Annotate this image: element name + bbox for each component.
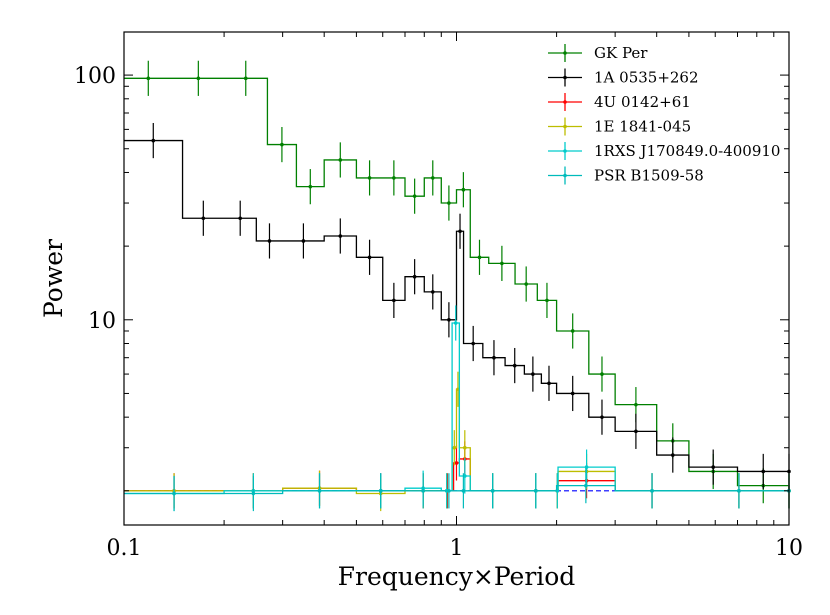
data-point [461, 187, 466, 192]
data-point [600, 372, 604, 376]
data-point [338, 158, 343, 162]
data-point [570, 329, 575, 333]
x-axis-title: Frequency×Period [338, 562, 576, 591]
data-point [392, 176, 396, 180]
data-point [430, 290, 435, 294]
data-point [421, 489, 425, 493]
data-point [711, 465, 716, 469]
data-point [201, 216, 206, 221]
data-point [267, 239, 272, 243]
y-tick-label: 10 [88, 309, 116, 334]
data-point [301, 239, 306, 243]
data-point [545, 298, 549, 303]
data-point [447, 489, 451, 493]
data-point [378, 489, 383, 493]
data-point [392, 298, 396, 303]
data-point [584, 483, 588, 488]
data-point [280, 142, 284, 147]
data-point [477, 255, 482, 260]
data-point [146, 76, 151, 81]
data-point [547, 381, 551, 386]
data-point [650, 489, 654, 493]
data-point [634, 402, 638, 407]
data-point [492, 355, 496, 360]
data-point [367, 176, 372, 180]
data-point [600, 415, 604, 419]
legend-swatch-marker [563, 124, 567, 129]
data-point [500, 261, 504, 266]
data-point [238, 216, 243, 221]
legend-entry: 1RXS J170849.0-400910 [548, 142, 780, 160]
data-point [634, 429, 638, 434]
data-point [412, 194, 417, 198]
data-point [490, 489, 495, 493]
legend-label: 1A 0535+262 [594, 69, 699, 87]
data-point [447, 317, 451, 322]
data-point [251, 491, 256, 496]
data-point [172, 491, 176, 496]
data-point [471, 341, 475, 346]
data-point [534, 489, 538, 493]
legend-entry: 1A 0535+262 [548, 68, 699, 87]
data-point [243, 76, 248, 81]
data-point [737, 489, 741, 493]
data-point [452, 445, 457, 450]
legend: GK Per 1A 0535+262 4U 0142+61 1E 1841-045 1R… [548, 44, 780, 185]
data-point [367, 255, 372, 260]
legend-entry: 4U 0142+61 [548, 93, 691, 111]
legend-label: 1RXS J170849.0-400910 [594, 142, 780, 160]
x-tick-label: 1 [450, 536, 464, 561]
legend-entry: 1E 1841-045 [548, 117, 691, 136]
data-point [670, 453, 675, 457]
legend-label: 4U 0142+61 [594, 93, 691, 111]
data-point [761, 469, 766, 474]
tick-layer [123, 32, 790, 525]
data-point [584, 465, 589, 469]
series-4 [124, 305, 791, 512]
data-point [151, 138, 156, 143]
y-axis-title: Power [39, 239, 68, 318]
data-point [524, 282, 528, 286]
legend-entry: GK Per [548, 44, 648, 62]
legend-entry: PSR B1509-58 [548, 166, 704, 185]
data-point [338, 234, 343, 238]
data-point [447, 201, 451, 205]
tick-label-layer: 0.1 1 10 10 100 [74, 64, 803, 561]
data-point [196, 76, 201, 81]
data-point [512, 363, 517, 368]
data-point [317, 489, 322, 493]
data-point [458, 229, 462, 234]
data-point [453, 321, 458, 325]
series-1 [124, 122, 791, 490]
data-point [570, 391, 575, 396]
data-point [461, 489, 466, 493]
data-point [454, 461, 459, 465]
series-line [124, 139, 789, 473]
data-point [463, 445, 467, 450]
legend-label: 1E 1841-045 [594, 118, 691, 136]
data-point [412, 274, 417, 279]
series-layer [124, 60, 791, 512]
legend-label: PSR B1509-58 [594, 167, 704, 185]
y-tick-label: 100 [74, 64, 116, 89]
series-line [124, 77, 790, 491]
legend-swatch-marker [563, 149, 567, 153]
legend-swatch-marker [563, 75, 567, 80]
data-point [531, 372, 535, 376]
x-tick-label: 10 [775, 536, 803, 561]
legend-swatch-marker [563, 100, 567, 104]
legend-swatch-marker [563, 51, 567, 55]
x-tick-label: 0.1 [107, 536, 142, 561]
series-2 [124, 441, 791, 509]
legend-swatch-marker [563, 173, 567, 178]
data-point [430, 176, 435, 180]
series-5 [124, 468, 791, 512]
legend-label: GK Per [594, 44, 648, 62]
data-point [308, 184, 313, 189]
